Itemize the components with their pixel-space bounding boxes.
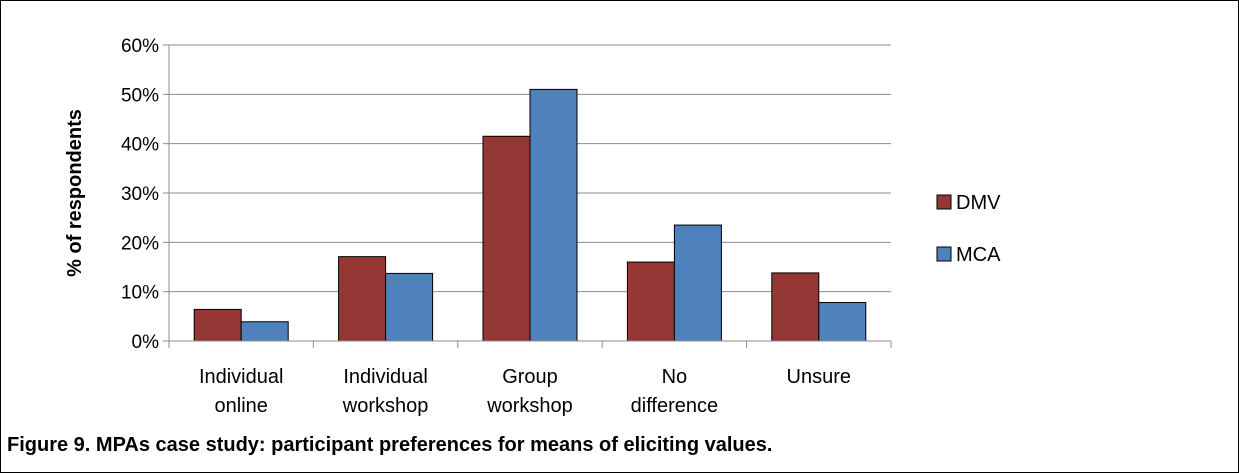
x-category-label: difference	[631, 395, 718, 417]
x-category-label: Individual	[199, 366, 284, 388]
bar-mca-0	[240, 321, 289, 342]
y-tick-label: 60%	[121, 36, 159, 57]
x-category-label: workshop	[342, 395, 429, 417]
bar-mca-3	[673, 224, 722, 342]
y-axis-label: % of respondents	[64, 109, 86, 277]
bar-mca-2	[529, 88, 578, 342]
bar-dmv-3	[626, 261, 675, 342]
y-tick-label: 40%	[121, 135, 159, 156]
bar-dmv-1	[338, 256, 387, 342]
x-axis-categories: Individual online Individual workshop Group w…	[199, 366, 851, 417]
bar-dmv-2	[482, 135, 531, 342]
legend-label-mca: MCA	[956, 244, 1001, 266]
y-tick-label: 20%	[121, 233, 159, 254]
y-tick-label: 50%	[121, 85, 159, 106]
y-axis-ticks: 0% 10% 20% 30% 40% 50% 60%	[121, 36, 169, 353]
figure-caption: Figure 9. MPAs case study: participant p…	[7, 434, 773, 456]
bar-dmv-4	[771, 272, 820, 342]
y-tick-label: 30%	[121, 184, 159, 205]
x-category-label: workshop	[486, 395, 573, 417]
bar-chart: 0%10%20%30%40%50%60% IndividualonlineInd…	[64, 36, 1001, 417]
y-tick-label: 0%	[132, 332, 160, 353]
x-category-label: Individual	[343, 366, 428, 388]
bar-dmv-0	[193, 308, 242, 342]
y-tick-label: 10%	[121, 283, 159, 304]
x-category-label: Group	[502, 366, 558, 388]
x-category-label: online	[215, 395, 268, 417]
legend-swatch-dmv	[936, 194, 952, 210]
x-category-label: Unsure	[787, 366, 851, 388]
legend-swatch-mca	[936, 246, 952, 262]
legend: DMV MCA	[936, 192, 1001, 266]
axes	[168, 45, 892, 348]
x-category-label: No	[662, 366, 688, 388]
bar-mca-1	[385, 272, 434, 342]
bars	[193, 88, 867, 342]
legend-label-dmv: DMV	[956, 192, 1001, 214]
bar-mca-4	[818, 302, 867, 342]
